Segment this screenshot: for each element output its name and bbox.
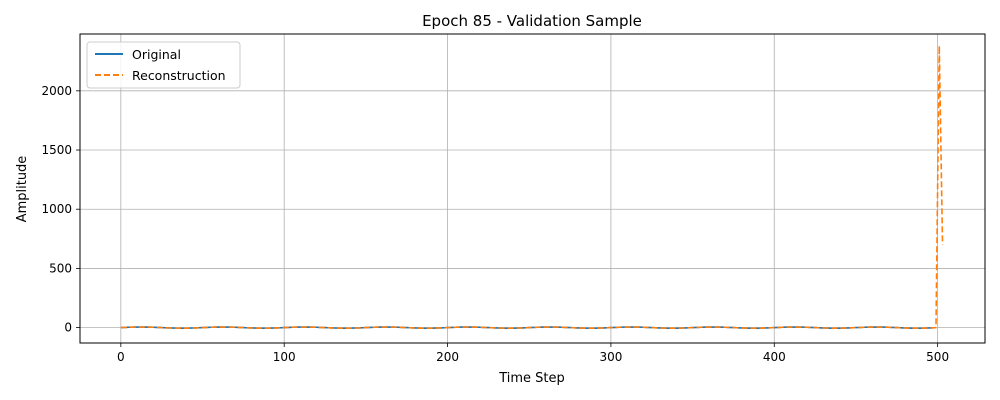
y-tick-label: 1000 [41,202,72,216]
series-layer [120,45,944,329]
x-tick-label: 500 [926,350,949,364]
y-tick-label: 2000 [41,84,72,98]
y-axis-label: Amplitude [15,156,30,223]
y-tick-label: 0 [64,321,72,335]
legend-label-original: Original [132,47,181,62]
legend-label-reconstruction: Reconstruction [132,68,226,83]
x-tick-label: 400 [763,350,786,364]
legend: Original Reconstruction [86,41,241,89]
legend-box [86,41,241,89]
series-line-reconstruction [120,45,944,329]
plot-frame [79,33,986,344]
tick-layer: 0 100 200 300 400 500 0 500 1000 1500 2000 [41,84,949,364]
y-tick-label: 1500 [41,143,72,157]
x-axis-label: Time Step [498,371,565,386]
x-tick-label: 0 [117,350,125,364]
x-tick-label: 100 [273,350,296,364]
y-tick-label: 500 [49,261,72,275]
x-tick-label: 200 [436,350,459,364]
x-tick-label: 300 [599,350,622,364]
chart-title: Epoch 85 - Validation Sample [422,12,642,30]
